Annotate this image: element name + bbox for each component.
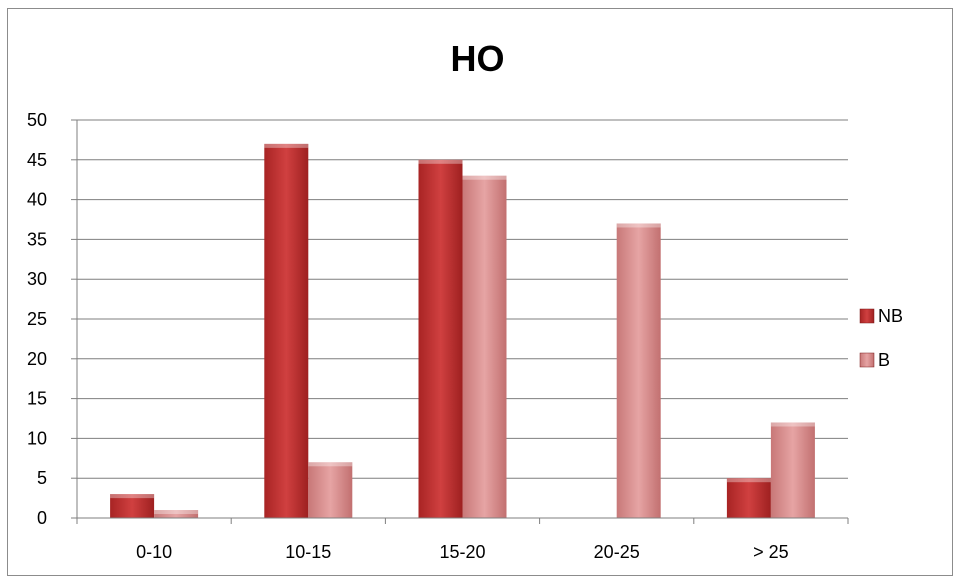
y-tick-label: 50 [27, 110, 47, 130]
bar-top-bevel [616, 223, 661, 228]
x-tick-label: > 25 [753, 542, 789, 562]
x-tick-label: 15-20 [439, 542, 485, 562]
axes [71, 119, 849, 524]
legend-swatch [859, 308, 875, 324]
bar-top-bevel [308, 462, 353, 467]
bar-b-2 [462, 175, 507, 518]
bar-body [616, 223, 661, 519]
bar-b-1 [308, 462, 353, 518]
bar-top-bevel [726, 478, 771, 483]
bar-top-bevel [770, 422, 815, 427]
legend-item-b: B [859, 350, 890, 370]
bar-top-bevel [154, 510, 199, 515]
y-tick-label: 45 [27, 150, 47, 170]
y-tick-label: 5 [37, 468, 47, 488]
bar-top-bevel [264, 143, 309, 148]
bar-nb-1 [264, 143, 309, 518]
legend: NB B [859, 306, 903, 370]
bar-body [770, 422, 815, 518]
bar-nb-0 [110, 494, 155, 518]
y-tick-label: 25 [27, 309, 47, 329]
bar-nb-2 [418, 159, 463, 519]
bar-top-bevel [462, 175, 507, 180]
x-tick-label: 10-15 [285, 542, 331, 562]
legend-item-nb: NB [859, 306, 903, 326]
bar-b-0 [154, 510, 199, 518]
bar-b-4 [770, 422, 815, 518]
bar-top-bevel [110, 494, 155, 499]
bar-body [110, 494, 155, 518]
bar-top-bevel [418, 159, 463, 164]
y-tick-label: 0 [37, 508, 47, 528]
bar-body [462, 175, 507, 518]
y-tick-label: 10 [27, 428, 47, 448]
y-tick-label: 40 [27, 190, 47, 210]
y-tick-labels: 0 5 10 15 20 25 30 35 40 45 50 [27, 110, 47, 528]
bar-b-3 [616, 223, 661, 519]
legend-label: B [878, 350, 890, 370]
legend-label: NB [878, 306, 903, 326]
bars [110, 143, 815, 519]
bar-body [726, 478, 771, 518]
x-tick-label: 0-10 [136, 542, 172, 562]
y-tick-label: 20 [27, 349, 47, 369]
y-tick-label: 35 [27, 229, 47, 249]
legend-swatch [859, 352, 875, 368]
y-tick-label: 15 [27, 389, 47, 409]
bar-body [308, 462, 353, 518]
x-tick-labels: 0-10 10-15 15-20 20-25 > 25 [136, 542, 789, 562]
bar-body [154, 510, 199, 518]
bar-nb-4 [726, 478, 771, 518]
bar-body [418, 159, 463, 519]
bar-body [264, 143, 309, 518]
y-tick-label: 30 [27, 269, 47, 289]
chart-title: HO [450, 38, 505, 79]
x-tick-label: 20-25 [594, 542, 640, 562]
